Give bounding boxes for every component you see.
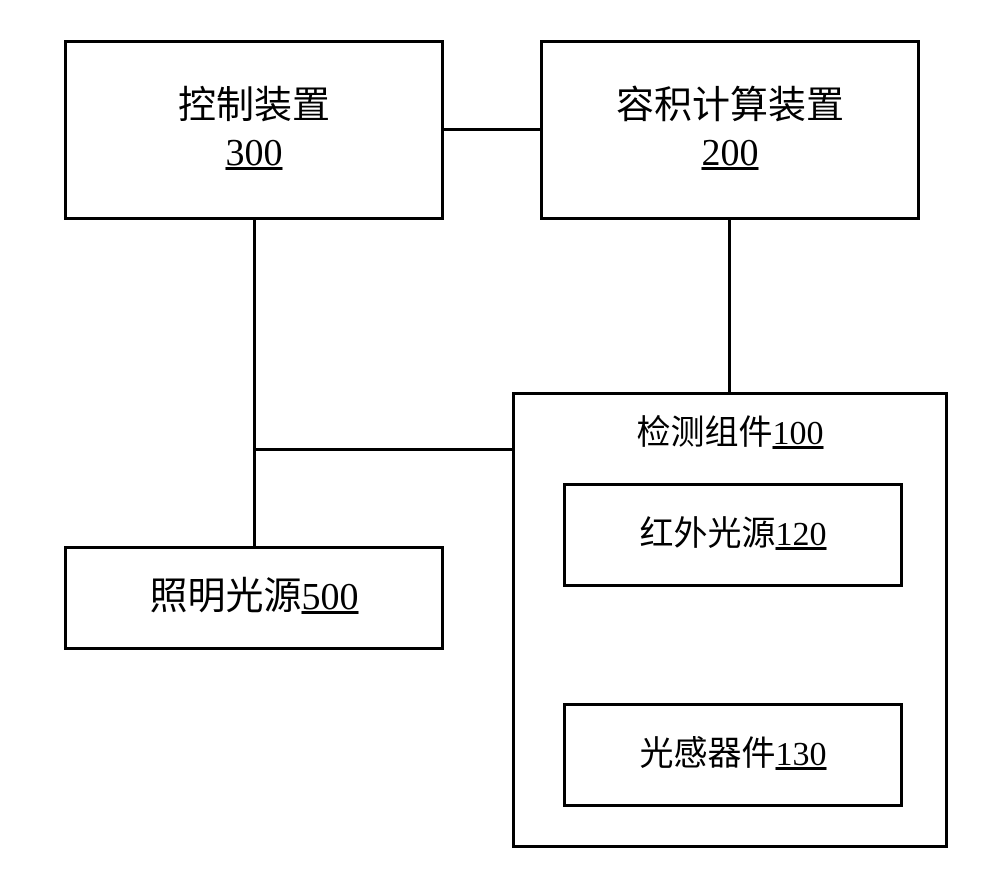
node-sensor: 光感器件130 xyxy=(563,703,903,807)
node-volume-number: 200 xyxy=(701,132,758,174)
diagram-canvas: 控制装置 300 容积计算装置 200 照明光源500 检测组件100 红外光源… xyxy=(0,0,1000,886)
node-detect-title-row: 检测组件100 xyxy=(515,413,945,456)
node-sensor-number: 130 xyxy=(776,736,827,773)
node-volume: 容积计算装置 200 xyxy=(540,40,920,220)
node-volume-label: 容积计算装置 xyxy=(616,85,844,127)
edge-control-volume xyxy=(444,128,540,131)
node-ir-label: 红外光源 xyxy=(640,516,776,553)
node-detect-number: 100 xyxy=(773,415,824,452)
node-ir: 红外光源120 xyxy=(563,483,903,587)
node-control-number: 300 xyxy=(225,132,282,174)
node-ir-number: 120 xyxy=(776,516,827,553)
node-detect-title: 检测组件 xyxy=(637,415,773,452)
node-control-label: 控制装置 xyxy=(178,85,330,127)
edge-volume-detect xyxy=(728,220,731,392)
node-light-number: 500 xyxy=(302,576,359,618)
node-control: 控制装置 300 xyxy=(64,40,444,220)
edge-control-detect-h xyxy=(256,448,512,451)
node-detect-group: 检测组件100 红外光源120 光感器件130 xyxy=(512,392,948,848)
node-sensor-label: 光感器件 xyxy=(640,736,776,773)
edge-control-light xyxy=(253,220,256,546)
node-light: 照明光源500 xyxy=(64,546,444,650)
node-light-label: 照明光源 xyxy=(149,576,301,618)
